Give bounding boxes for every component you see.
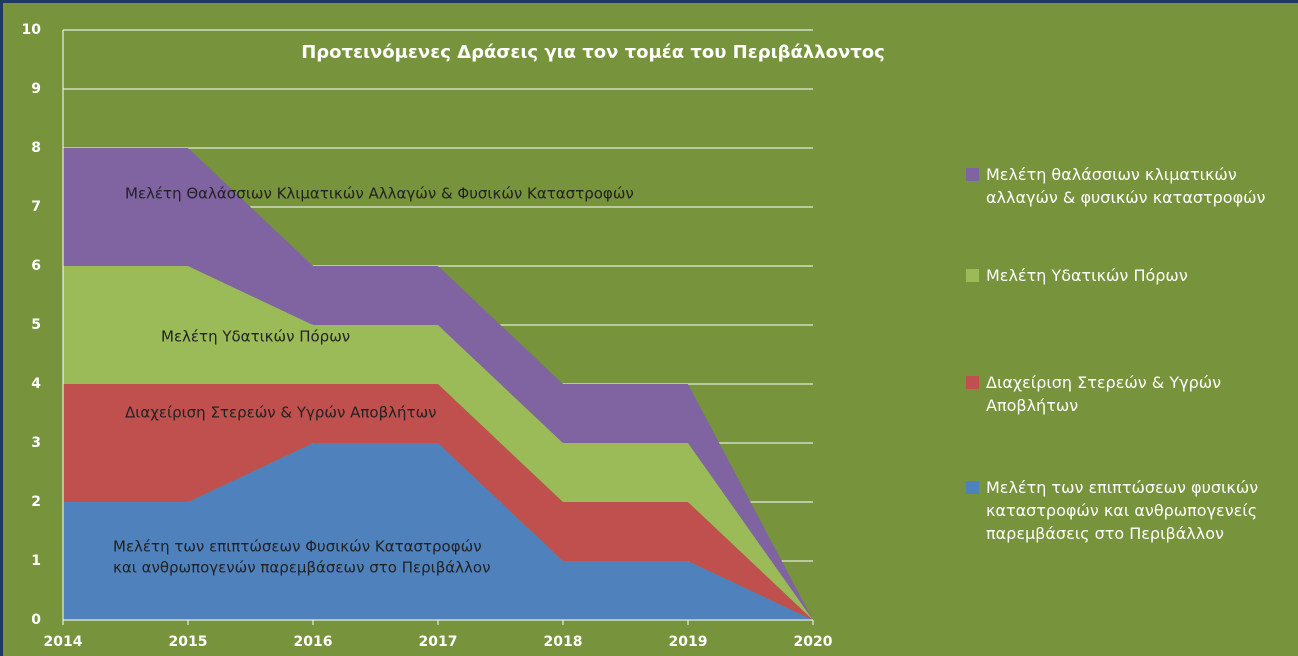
area bbox=[63, 148, 813, 620]
annotation: Μελέτη Υδατικών Πόρων bbox=[161, 328, 350, 346]
area bbox=[63, 384, 813, 620]
legend-label: Μελέτη θαλάσσιων κλιματικών αλλαγών & φυ… bbox=[986, 165, 1266, 207]
legend-swatch bbox=[966, 376, 979, 389]
annotation: Μελέτη Θαλάσσιων Κλιματικών Αλλαγών & Φυ… bbox=[125, 185, 634, 203]
y-tick-label: 7 bbox=[31, 199, 41, 215]
y-tick-label: 5 bbox=[31, 317, 41, 333]
y-tick-label: 4 bbox=[31, 376, 41, 392]
legend-item: Μελέτη θαλάσσιων κλιματικών αλλαγών & φυ… bbox=[966, 163, 1296, 209]
chart-title: Προτεινόμενες Δράσεις για τον τομέα του … bbox=[301, 42, 885, 63]
y-tick-label: 0 bbox=[31, 612, 41, 628]
y-tick-label: 9 bbox=[31, 81, 41, 97]
y-tick-label: 10 bbox=[22, 22, 42, 38]
x-tick-label: 2019 bbox=[669, 634, 708, 650]
legend-label: Μελέτη Υδατικών Πόρων bbox=[986, 266, 1188, 285]
annotation: Μελέτη των επιπτώσεων Φυσικών Καταστροφώ… bbox=[113, 538, 482, 556]
x-tick-label: 2017 bbox=[419, 634, 458, 650]
x-tick-label: 2020 bbox=[794, 634, 833, 650]
annotation: Διαχείριση Στερεών & Υγρών Αποβλήτων bbox=[125, 404, 437, 422]
legend-swatch bbox=[966, 481, 979, 494]
x-tick-label: 2016 bbox=[294, 634, 333, 650]
area bbox=[63, 443, 813, 620]
legend-item: Διαχείριση Στερεών & Υγρών Αποβλήτων bbox=[966, 371, 1296, 417]
x-tick-label: 2018 bbox=[544, 634, 583, 650]
y-tick-label: 2 bbox=[31, 494, 41, 510]
y-tick-label: 3 bbox=[31, 435, 41, 451]
area bbox=[63, 266, 813, 620]
x-tick-label: 2014 bbox=[44, 634, 83, 650]
chart: Προτεινόμενες Δράσεις για τον τομέα του … bbox=[3, 3, 1298, 656]
y-tick-label: 6 bbox=[31, 258, 41, 274]
x-tick-label: 2015 bbox=[169, 634, 208, 650]
annotation: και ανθρωπογενών παρεμβάσεων στο Περιβάλ… bbox=[113, 559, 491, 577]
legend-item: Μελέτη των επιπτώσεων φυσικών καταστροφώ… bbox=[966, 476, 1296, 545]
legend-swatch bbox=[966, 269, 979, 282]
legend-label: Μελέτη των επιπτώσεων φυσικών καταστροφώ… bbox=[986, 478, 1259, 543]
y-tick-label: 1 bbox=[31, 553, 41, 569]
legend-item: Μελέτη Υδατικών Πόρων bbox=[966, 264, 1296, 287]
legend-swatch bbox=[966, 168, 979, 181]
legend-label: Διαχείριση Στερεών & Υγρών Αποβλήτων bbox=[986, 373, 1222, 415]
y-tick-label: 8 bbox=[31, 140, 41, 156]
